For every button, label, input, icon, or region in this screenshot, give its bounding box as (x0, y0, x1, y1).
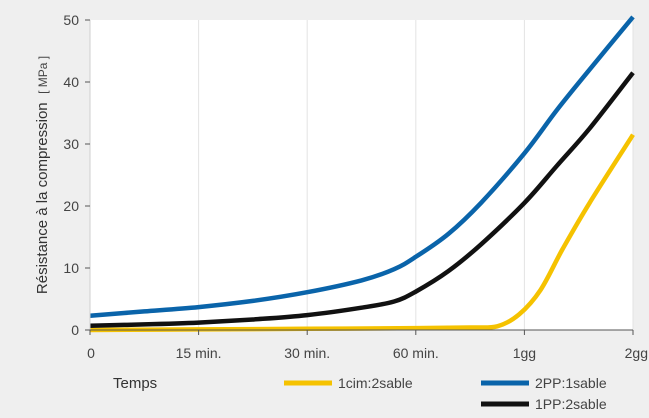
y-tick-label: 0 (71, 322, 79, 338)
series-line-3 (89, 71, 635, 328)
legend-label: 2PP:1sable (535, 375, 607, 391)
x-tick-label: 0 (87, 345, 95, 361)
y-tick-label: 40 (63, 74, 79, 90)
y-tick-label: 20 (63, 198, 79, 214)
x-tick-label: 15 min. (176, 345, 222, 361)
series-line-2 (89, 15, 635, 318)
series-line-1 (89, 133, 635, 333)
y-axis-label: Résistance à la compression (34, 102, 51, 294)
y-axis-title: Résistance à la compression [ MPa ] (34, 56, 51, 294)
x-tick-label: 2gg (625, 345, 648, 361)
legend: 1cim:2sable 2PP:1sable 1PP:2sable (284, 375, 607, 412)
y-tick-label: 30 (63, 136, 79, 152)
grid (198, 20, 634, 330)
x-tick-label: 30 min. (284, 345, 330, 361)
series-group (89, 15, 635, 333)
y-axis-unit: [ MPa ] (36, 56, 50, 94)
y-axis-ticks: 0 10 20 30 40 50 (63, 12, 90, 338)
legend-label: 1cim:2sable (338, 375, 413, 391)
x-axis-ticks: 0 15 min. 30 min. 60 min. 1gg 2gg (87, 330, 648, 361)
legend-label: 1PP:2sable (535, 396, 607, 412)
x-tick-label: 1gg (513, 345, 536, 361)
x-axis-label: Temps (113, 375, 157, 392)
y-tick-label: 50 (63, 12, 79, 28)
x-tick-label: 60 min. (393, 345, 439, 361)
y-tick-label: 10 (63, 260, 79, 276)
